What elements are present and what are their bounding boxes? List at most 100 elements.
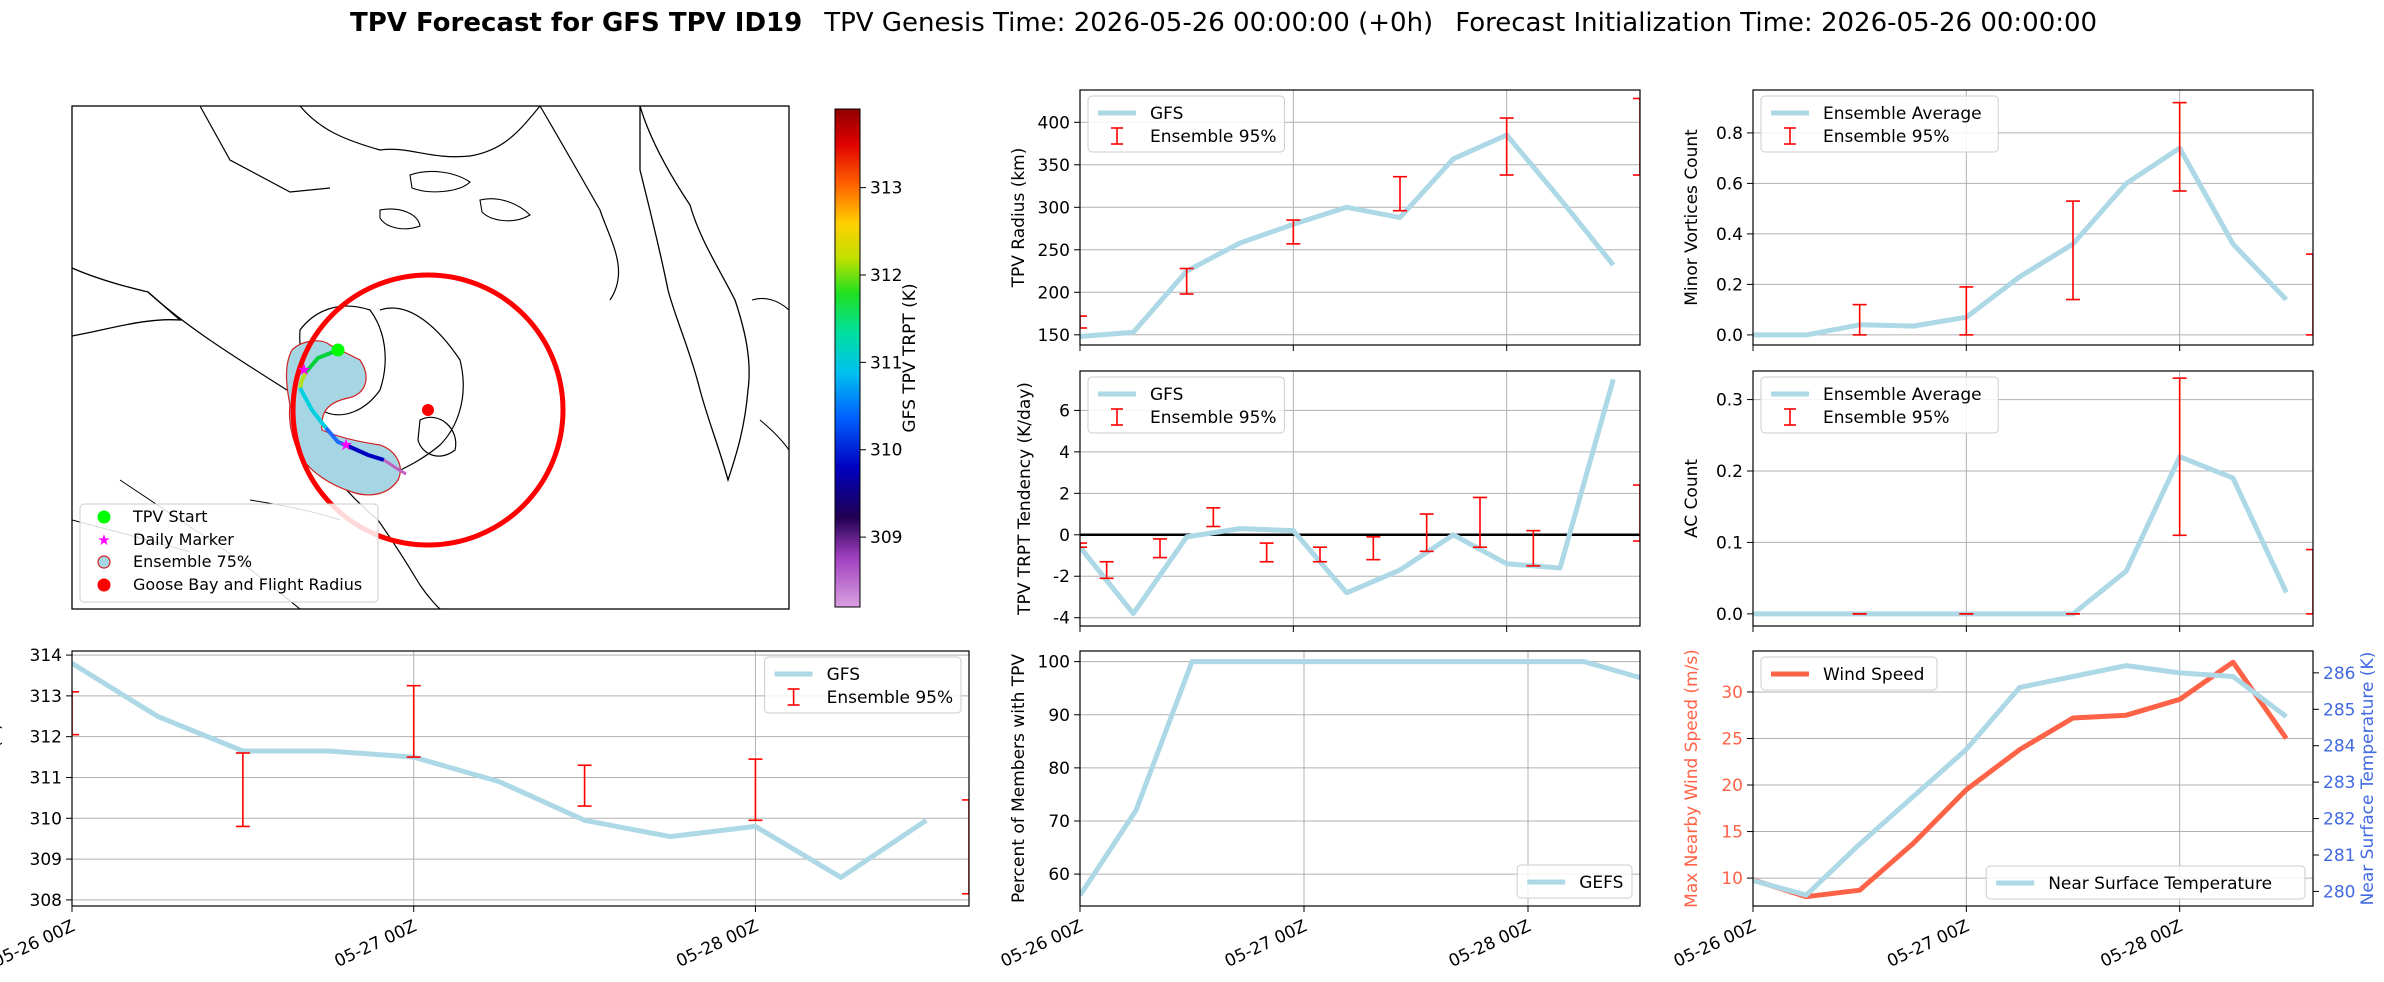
map-frame [71,105,790,610]
errorbar [577,764,592,807]
y-tick-label: 200 [1038,283,1070,303]
legend: Near Surface Temperature [1985,865,2306,900]
colorbar-label: GFS TPV TRPT (K) [900,283,920,432]
colorbar [834,108,861,608]
y-axis-label: TPV TRPT Tendency (K/day) [1015,382,1035,616]
errorbar [1259,542,1274,563]
plot-marks [1753,101,2313,338]
errorbar [2306,253,2313,336]
plot-frame [71,650,970,907]
y-tick-label: -2 [1053,567,1070,587]
legend-label: Ensemble 95% [1150,408,1277,428]
errorbar [962,799,969,895]
legend-label: Ensemble 95% [1150,127,1277,147]
legend: GEFS [1516,864,1633,899]
map-legend-tpv-start: TPV Start [132,507,208,526]
y-tick-label: 308 [30,891,62,911]
errorbar [1206,507,1221,528]
plot-frame [1752,370,2314,627]
plot-frame [1079,89,1641,346]
map-legend: TPV Start ★ Daily Marker Ensemble 75% Go… [79,503,379,603]
legend: GFS Ensemble 95% [764,656,962,714]
errorbar [748,758,763,822]
y-tick-label: 0.6 [1716,174,1743,194]
daily-marker-2: ★ [339,435,353,454]
y-tick-label: 309 [30,850,62,870]
colorbar-tick-label: 309 [870,528,902,548]
figure-title: TPV Forecast for GFS TPV ID19 TPV Genesis… [350,8,2097,38]
y2-tick-label: 281 [2323,846,2355,866]
tpv-start-marker [331,343,345,357]
y-tick-label: 90 [1048,706,1070,726]
plot-marks [1080,97,1640,339]
y-axis-label: Minor Vortices Count [1682,129,1702,306]
daily-marker-1: ★ [297,360,311,379]
x-tick-label: 05-28 00Z [2097,916,2185,971]
errorbar [1633,484,1640,542]
y2-tick-label: 286 [2323,664,2355,684]
series-line-0 [1080,132,1616,339]
errorbar [1313,546,1327,563]
series-line-0 [1753,659,2289,900]
colorbar-tick-label: 312 [870,266,902,286]
plot-marks [72,661,969,895]
y2-tick-label: 285 [2323,700,2355,720]
y-tick-label: 0.2 [1716,462,1743,482]
series-line-1 [1753,663,2288,898]
map-legend-daily-marker: Daily Marker [133,530,234,549]
errorbar [1286,219,1301,245]
tpv-track [298,348,407,476]
errorbar [1153,538,1167,559]
y-tick-label: 10 [1721,869,1743,889]
y-tick-label: 0.4 [1716,225,1743,245]
errorbar [1366,536,1381,561]
y-tick-label: 0.2 [1716,275,1743,295]
goose-bay-marker [422,404,434,416]
y-tick-label: 0.0 [1716,605,1743,625]
chart-tendency: -4 -2 0 2 4 6 TPV TRPT Tendency (K/day) GFS Ense… [1015,370,1641,632]
y2-axis-label: Near Surface Temperature (K) [2358,652,2378,906]
y2-tick-label: 284 [2323,737,2355,757]
title-main: TPV Forecast for GFS TPV ID19 [350,8,802,38]
chart-members: 60 70 80 90 100 05-26 00Z 05-27 00Z 05-28 00Z Pe… [998,650,1641,972]
legend: GFS Ensemble 95% [1087,95,1285,153]
plot-frame [1752,89,2314,346]
map-legend-goose-bay: Goose Bay and Flight Radius [133,575,362,594]
y2-tick-label: 283 [2323,773,2355,793]
errorbar [1179,267,1194,295]
y-tick-label: 4 [1059,443,1070,463]
errorbar [2066,200,2080,301]
y-tick-label: 313 [30,687,62,707]
map-panel: ★ ★ TPV Start ★ Daily Marker Ensemble 75… [71,105,920,610]
y-tick-label: 300 [1038,198,1070,218]
series-line-0 [1753,145,2289,338]
errorbar [2172,377,2187,537]
errorbar [1633,97,1640,176]
y-tick-label: 350 [1038,156,1070,176]
legend-label: Near Surface Temperature [2048,874,2272,894]
chart-trpt: 308 309 310 311 312 313 314 05-26 00Z 05-27 00Z 0… [0,646,970,972]
legend-label: Ensemble 95% [1823,408,1950,428]
errorbar [1526,529,1541,567]
legend-label: Ensemble 95% [1823,127,1950,147]
x-tick-label: 05-28 00Z [673,916,761,971]
plot-frame [1752,650,2314,907]
series-line-0 [1080,659,1640,897]
legend: Ensemble Average Ensemble 95% [1760,376,1999,434]
x-tick-label: 05-27 00Z [1884,916,1972,971]
errorbar [1080,315,1087,329]
y-tick-label: 150 [1038,326,1070,346]
legend-label: GFS [1150,104,1183,124]
legend-label: GFS [1150,385,1183,405]
plot-marks [1080,378,1640,617]
title-init: Forecast Initialization Time: 2026-05-26… [1455,8,2097,38]
y-tick-label: 311 [30,768,62,788]
y-axis-label: Max Nearby Wind Speed (m/s) [1682,649,1702,908]
x-tick-label: 05-27 00Z [1222,916,1310,971]
y-tick-label: 0.8 [1716,124,1743,144]
plot-frame [1079,650,1641,907]
legend: Ensemble Average Ensemble 95% [1760,95,1999,153]
